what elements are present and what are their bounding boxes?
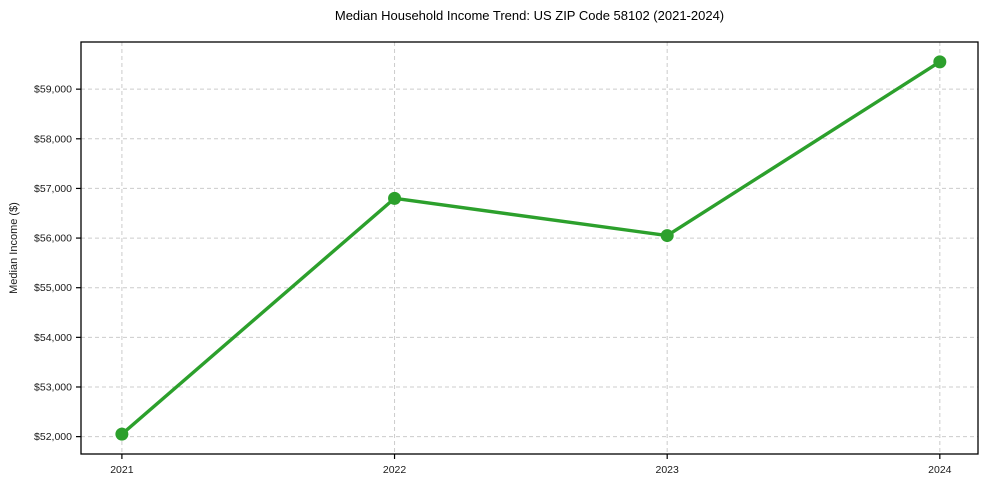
y-tick-label-53000: $53,000 bbox=[34, 381, 72, 393]
y-tick-label-56000: $56,000 bbox=[34, 233, 72, 245]
data-point-2024 bbox=[933, 55, 947, 69]
y-tick-label-52000: $52,000 bbox=[34, 431, 72, 443]
x-tick-label-2022: 2022 bbox=[383, 464, 407, 476]
data-point-2022 bbox=[388, 191, 402, 205]
chart-title: Median Household Income Trend: US ZIP Co… bbox=[334, 8, 725, 23]
x-tick-label-2023: 2023 bbox=[656, 464, 680, 476]
y-tick-label-55000: $55,000 bbox=[34, 282, 72, 294]
y-tick-label-58000: $58,000 bbox=[34, 133, 72, 145]
trend-line bbox=[120, 60, 942, 436]
plot-border bbox=[80, 41, 979, 455]
x-tick-label-2021: 2021 bbox=[110, 464, 134, 476]
y-tick-label-57000: $57,000 bbox=[34, 183, 72, 195]
y-tick-label-59000: $59,000 bbox=[34, 84, 72, 96]
y-tick-label-54000: $54,000 bbox=[34, 332, 72, 344]
data-point-2023 bbox=[660, 229, 674, 243]
x-tick-label-2024: 2024 bbox=[928, 464, 952, 476]
data-point-2021 bbox=[115, 427, 129, 441]
